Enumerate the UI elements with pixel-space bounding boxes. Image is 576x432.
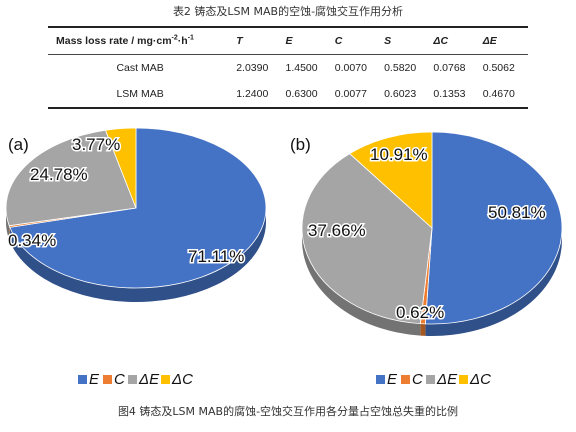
legend-label: C	[114, 371, 125, 388]
table-cell: 0.1353	[429, 81, 479, 109]
pie-data-label: 50.81%	[488, 203, 546, 222]
table-cell: 0.6300	[281, 81, 331, 109]
table-header-quantity: Mass loss rate / mg·cm-2·h-1	[48, 26, 233, 55]
pie-side-E	[425, 228, 562, 336]
table-row: LSM MAB 1.2400 0.6300 0.0077 0.6023 0.13…	[48, 81, 528, 109]
table-caption: 表2 铸态及LSM MAB的空蚀-腐蚀交互作用分析	[172, 5, 404, 18]
legend-swatch-C	[103, 375, 112, 384]
legend-label: E	[89, 371, 100, 388]
table-cell: 0.0070	[334, 62, 367, 74]
pie-chart-b: 50.81% 0.62% 37.66% 10.91% (b) E C ΔE ΔC	[290, 131, 563, 388]
table-header-delta-c: ΔC	[429, 26, 479, 55]
table-cell: 0.0077	[330, 81, 381, 109]
pie-slice-ΔE	[5, 129, 137, 227]
table-cell: 1.2400	[232, 81, 282, 109]
legend-label: ΔE	[138, 371, 160, 388]
table-row-label: LSM MAB	[48, 81, 233, 109]
pie-slice-E	[9, 127, 267, 289]
pie-slice-ΔC	[104, 127, 137, 209]
pie-data-label: 37.66%	[308, 221, 366, 240]
pie-data-label: 24.78%	[30, 165, 88, 184]
legend-label: C	[412, 371, 423, 388]
pie-side-C	[420, 323, 426, 336]
table-cell: 0.4670	[478, 81, 528, 109]
legend-swatch-ΔC	[161, 375, 170, 384]
table-header-row: Mass loss rate / mg·cm-2·h-1 T E C S ΔC …	[48, 26, 528, 55]
pie-side-ΔE	[302, 228, 421, 336]
mass-loss-table: Mass loss rate / mg·cm-2·h-1 T E C S ΔC …	[48, 26, 528, 109]
table-cell: 0.0768	[433, 62, 466, 74]
pie-slice-ΔE	[301, 153, 433, 325]
table-header-delta-e: ΔE	[478, 26, 528, 55]
legend-swatch-C	[401, 375, 410, 384]
table-header-t: T	[232, 26, 282, 55]
table-header-e: E	[281, 26, 331, 55]
table-header-c: C	[330, 26, 381, 55]
legend-swatch-ΔC	[459, 375, 468, 384]
table-cell: 1.4500	[285, 62, 318, 74]
table-row-label: Cast MAB	[116, 62, 164, 74]
legend-label: ΔE	[436, 371, 458, 388]
table-cell: 2.0390	[236, 62, 269, 74]
legend-label: E	[387, 371, 398, 388]
legend-swatch-E	[376, 375, 385, 384]
pie-side-ΔE	[6, 208, 10, 240]
pie-data-label: 10.91%	[370, 145, 428, 164]
pie-data-label: 71.11%	[188, 247, 244, 266]
pie-chart-a: 71.11% 0.34% 24.78% 3.77% (a) E C ΔE ΔC	[5, 127, 267, 388]
header-sup2: -1	[187, 34, 194, 42]
table-cell: 0.5820	[384, 62, 417, 74]
header-sup1: -2	[171, 34, 178, 42]
table-cell: 0.6023	[380, 81, 430, 109]
legend-swatch-ΔE	[426, 375, 435, 384]
pie-data-label: 0.34%	[8, 231, 56, 250]
legend-label: ΔC	[469, 371, 491, 388]
pie-side-C	[9, 225, 10, 242]
legend-swatch-E	[78, 375, 87, 384]
header-mid: ·h	[177, 35, 188, 47]
table-row: Cast MAB 2.0390 1.4500 0.0070 0.5820 0.0…	[48, 55, 528, 82]
pie-slice-E	[424, 131, 563, 325]
pie-slice-ΔC	[349, 131, 433, 229]
figure-caption: 图4 铸态及LSM MAB的腐蚀-空蚀交互作用各分量占空蚀总失重的比例	[117, 405, 459, 418]
panel-label: (a)	[8, 135, 29, 154]
table-cell: 0.5062	[482, 62, 515, 74]
pie-data-label: 0.62%	[396, 303, 444, 322]
header-main: Mass loss rate / mg·cm	[56, 35, 172, 47]
table-header-s: S	[380, 26, 430, 55]
legend-swatch-ΔE	[128, 375, 137, 384]
pie-data-label: 3.77%	[72, 135, 120, 154]
panel-label: (b)	[290, 135, 311, 154]
legend-label: ΔC	[171, 371, 193, 388]
